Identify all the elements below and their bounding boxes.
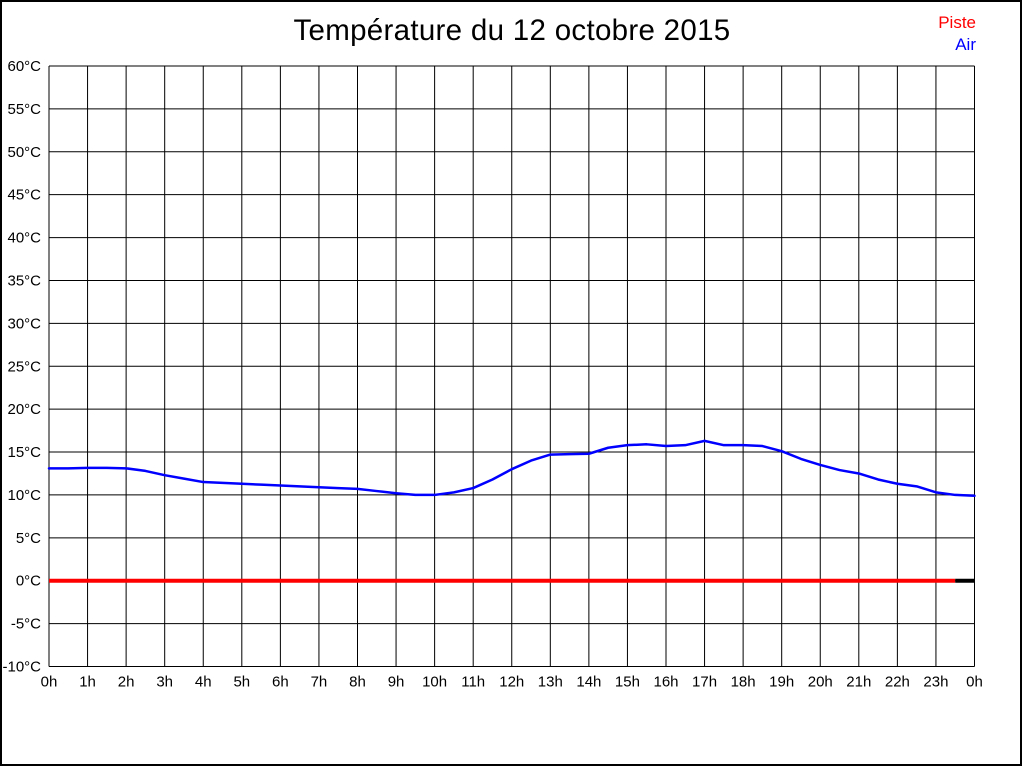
svg-text:5°C: 5°C [16, 530, 41, 547]
svg-text:19h: 19h [769, 674, 794, 691]
svg-text:20h: 20h [808, 674, 833, 691]
svg-text:14h: 14h [576, 674, 601, 691]
svg-text:-10°C: -10°C [2, 659, 41, 676]
svg-text:9h: 9h [388, 674, 405, 691]
svg-text:-5°C: -5°C [11, 616, 41, 633]
svg-text:2h: 2h [118, 674, 135, 691]
svg-text:0h: 0h [41, 674, 58, 691]
svg-text:35°C: 35°C [7, 272, 41, 289]
svg-text:23h: 23h [923, 674, 948, 691]
svg-text:50°C: 50°C [7, 144, 41, 161]
svg-text:13h: 13h [538, 674, 563, 691]
svg-text:60°C: 60°C [7, 58, 41, 75]
svg-text:16h: 16h [653, 674, 678, 691]
svg-text:25°C: 25°C [7, 358, 41, 375]
svg-text:55°C: 55°C [7, 101, 41, 118]
svg-text:18h: 18h [731, 674, 756, 691]
svg-text:0h: 0h [966, 674, 983, 691]
svg-text:1h: 1h [79, 674, 96, 691]
svg-text:0°C: 0°C [16, 573, 41, 590]
svg-text:10h: 10h [422, 674, 447, 691]
svg-text:12h: 12h [499, 674, 524, 691]
svg-text:10°C: 10°C [7, 487, 41, 504]
svg-text:30°C: 30°C [7, 315, 41, 332]
svg-text:17h: 17h [692, 674, 717, 691]
svg-text:3h: 3h [156, 674, 173, 691]
svg-text:22h: 22h [885, 674, 910, 691]
svg-text:45°C: 45°C [7, 187, 41, 204]
svg-text:40°C: 40°C [7, 230, 41, 247]
svg-text:20°C: 20°C [7, 401, 41, 418]
svg-text:5h: 5h [233, 674, 250, 691]
svg-text:4h: 4h [195, 674, 212, 691]
svg-text:7h: 7h [311, 674, 328, 691]
svg-text:6h: 6h [272, 674, 289, 691]
svg-text:11h: 11h [461, 674, 485, 691]
svg-text:21h: 21h [846, 674, 871, 691]
svg-text:8h: 8h [349, 674, 366, 691]
svg-text:15°C: 15°C [7, 444, 41, 461]
svg-text:15h: 15h [615, 674, 640, 691]
